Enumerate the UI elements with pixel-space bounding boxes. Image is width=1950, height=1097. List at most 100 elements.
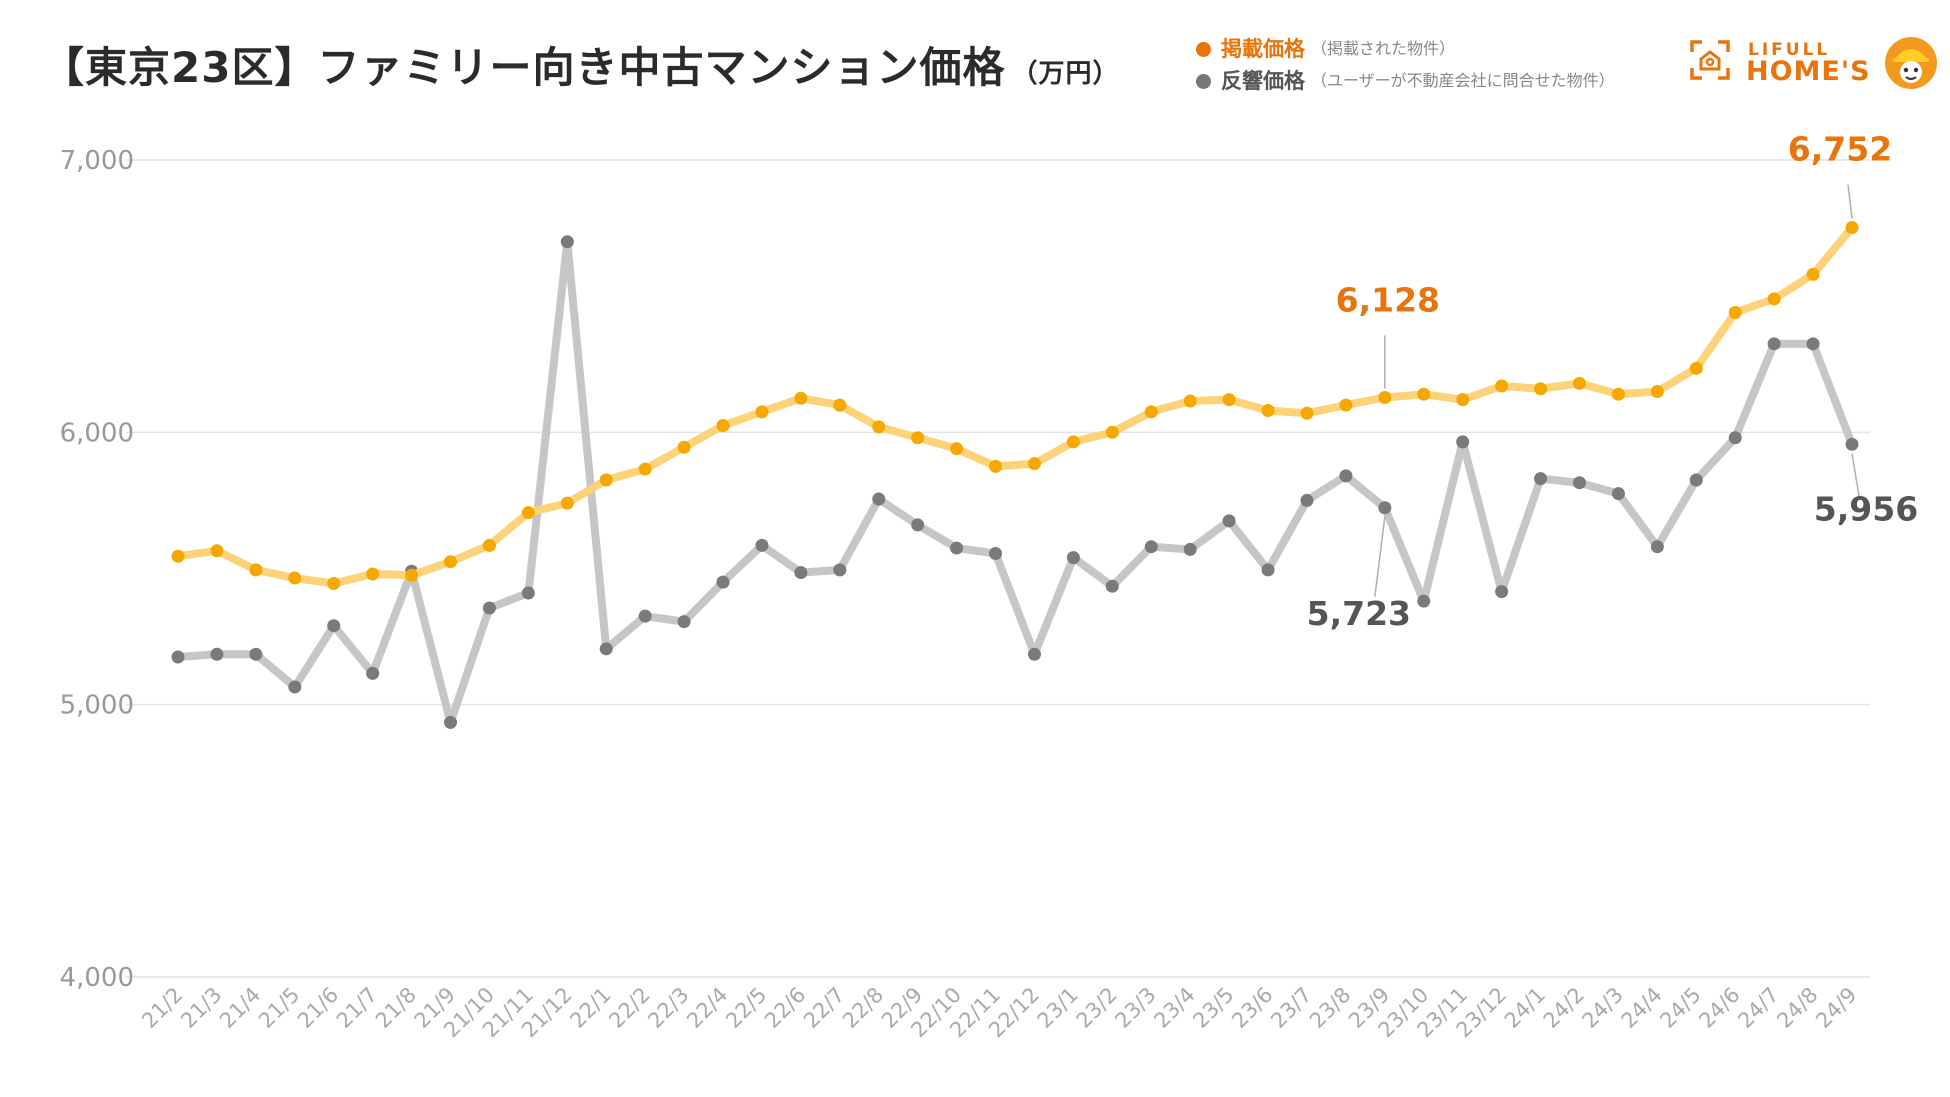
data-point [1300, 493, 1314, 507]
data-point [1572, 376, 1586, 390]
data-point [677, 440, 691, 454]
data-point [1222, 393, 1236, 407]
x-tick-label: 24/9 [1811, 983, 1861, 1033]
data-point [1689, 361, 1703, 375]
x-tick-label: 24/4 [1617, 983, 1667, 1033]
data-point [1611, 387, 1625, 401]
data-point [1183, 542, 1197, 556]
data-point [1495, 585, 1509, 599]
x-tick-label: 22/1 [565, 983, 615, 1033]
data-point [327, 619, 341, 633]
data-point [833, 563, 847, 577]
data-point [1572, 476, 1586, 490]
logo-text-lifull: LIFULL [1748, 40, 1831, 60]
x-tick-label: 22/2 [604, 983, 654, 1033]
data-point [755, 538, 769, 552]
logo-text-homes: HOME'S [1746, 56, 1871, 87]
data-point [1728, 431, 1742, 445]
data-point [872, 492, 886, 506]
legend-note-response: （ユーザーが不動産会社に問合せた物件） [1311, 71, 1615, 90]
data-point [1650, 540, 1664, 554]
lifull-homes-logo: LIFULL HOME'S [1690, 36, 1940, 92]
data-point [366, 666, 380, 680]
data-point [911, 518, 925, 532]
x-tick-label: 23/7 [1266, 983, 1316, 1033]
x-tick-label: 24/1 [1500, 983, 1550, 1033]
data-point [911, 431, 925, 445]
data-point [444, 715, 458, 729]
chart-title-unit: （万円） [1011, 59, 1120, 89]
data-point [1378, 501, 1392, 515]
data-point [833, 398, 847, 412]
data-point [560, 496, 574, 510]
data-point [1339, 469, 1353, 483]
data-point [521, 586, 535, 600]
annotation-leader [1847, 184, 1853, 219]
data-point [638, 609, 652, 623]
x-tick-label: 21/2 [137, 983, 187, 1033]
x-tick-label: 24/8 [1772, 983, 1822, 1033]
data-point [1105, 425, 1119, 439]
data-point [1027, 457, 1041, 471]
data-point [1105, 579, 1119, 593]
legend-marker-response [1196, 73, 1211, 89]
data-point [210, 544, 224, 558]
x-tick-label: 24/7 [1733, 983, 1783, 1033]
data-point [794, 566, 808, 580]
house-frame-icon [1690, 40, 1730, 80]
data-point [249, 647, 263, 661]
data-point [1066, 551, 1080, 565]
data-point [1261, 404, 1275, 418]
x-axis-labels: 21/221/321/421/521/621/721/821/921/1021/… [137, 983, 1861, 1043]
data-point [1806, 337, 1820, 351]
x-tick-label: 22/4 [682, 983, 732, 1033]
data-point [599, 473, 613, 487]
data-point [1339, 398, 1353, 412]
data-point [1845, 221, 1859, 235]
x-tick-label: 24/3 [1578, 983, 1628, 1033]
data-point [1806, 267, 1820, 281]
data-point [716, 419, 730, 433]
mascot-icon [1885, 37, 1937, 89]
data-point [950, 442, 964, 456]
data-point [1183, 394, 1197, 408]
data-point [755, 405, 769, 419]
x-tick-label: 22/5 [721, 983, 771, 1033]
data-point [171, 650, 185, 664]
x-tick-label: 23/1 [1033, 983, 1083, 1033]
data-point [560, 235, 574, 249]
data-point [989, 459, 1003, 473]
x-tick-label: 21/7 [332, 983, 382, 1033]
legend-item-listed: 掲載価格 （掲載された物件） [1196, 33, 1615, 65]
chart-title: 【東京23区】ファミリー向き中古マンション価格 （万円） [42, 34, 1119, 95]
data-point [444, 555, 458, 569]
data-point [1144, 405, 1158, 419]
data-point [872, 420, 886, 434]
data-point [288, 680, 302, 694]
data-point [1261, 563, 1275, 577]
grid-lines [126, 159, 1870, 978]
data-point [1767, 337, 1781, 351]
data-point [1728, 306, 1742, 320]
data-point [1767, 292, 1781, 306]
data-label: 5,723 [1307, 594, 1411, 633]
data-point [1456, 393, 1470, 407]
data-point [1650, 384, 1664, 398]
data-point [482, 601, 496, 615]
legend-label-listed: 掲載価格 [1221, 37, 1305, 61]
x-tick-label: 22/3 [643, 983, 693, 1033]
y-axis-labels: 4,000 5,000 6,000 7,000 [60, 146, 134, 993]
data-point [677, 615, 691, 629]
data-point [1417, 387, 1431, 401]
data-point [1611, 487, 1625, 501]
x-tick-label: 23/8 [1305, 983, 1355, 1033]
x-tick-label: 21/3 [176, 983, 226, 1033]
x-tick-label: 23/5 [1188, 983, 1238, 1033]
x-tick-label: 22/6 [760, 983, 810, 1033]
x-tick-label: 21/6 [293, 983, 343, 1033]
x-tick-label: 24/5 [1655, 983, 1705, 1033]
annotations: 6,752 6,128 5,956 5,723 [1307, 130, 1919, 633]
data-label: 5,956 [1814, 489, 1918, 528]
data-point [1534, 382, 1548, 396]
